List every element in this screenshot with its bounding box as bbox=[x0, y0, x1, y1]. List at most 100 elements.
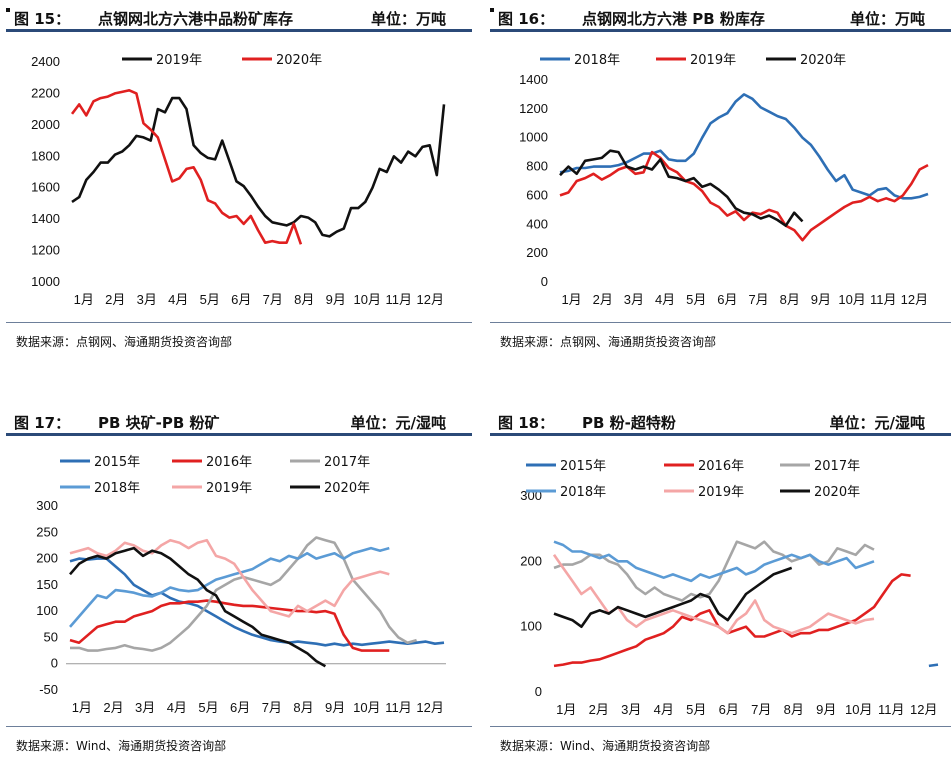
figure-title: PB 块矿-PB 粉矿 bbox=[98, 414, 220, 432]
y-tick-label: 2200 bbox=[31, 85, 60, 100]
x-tick-label: 12月 bbox=[910, 702, 937, 717]
series-line-2018年 bbox=[559, 93, 929, 200]
y-tick-label: 1200 bbox=[519, 101, 548, 116]
x-tick-label: 4月 bbox=[655, 292, 675, 307]
legend-label: 2018年 bbox=[560, 485, 606, 500]
figure-unit: 单位：万吨 bbox=[370, 10, 446, 28]
figure-number: 图 16： bbox=[498, 10, 555, 28]
y-tick-label: 100 bbox=[36, 603, 58, 618]
figure-source: 数据来源：Wind、海通期货投资咨询部 bbox=[6, 726, 472, 756]
bullet-marker bbox=[490, 8, 494, 12]
legend-label: 2016年 bbox=[698, 459, 744, 474]
series-line-2018年 bbox=[69, 546, 390, 628]
figure-source: 数据来源：点钢网、海通期货投资咨询部 bbox=[490, 322, 951, 352]
y-tick-label: 1000 bbox=[519, 130, 548, 145]
series-line-2020年 bbox=[70, 89, 303, 245]
figure-16: 图 16： 点钢网北方六港 PB 粉库存 单位：万吨 0 200 400 600 800… bbox=[490, 4, 951, 364]
x-tick-label: 5月 bbox=[200, 292, 220, 307]
x-tick-label: 12月 bbox=[901, 292, 928, 307]
inventory-chart-16: 0 200 400 600 800 1000 1200 1400 1月 2月 3月 4月 5月 6月 7月 8… bbox=[519, 53, 929, 307]
x-tick-label: 3月 bbox=[621, 702, 641, 717]
figure-source: 数据来源：点钢网、海通期货投资咨询部 bbox=[6, 322, 472, 352]
figure-title-bar: 图 18： PB 粉-超特粉 单位：元/湿吨 bbox=[490, 408, 951, 436]
figure-unit: 单位：万吨 bbox=[849, 10, 925, 28]
legend-label: 2019年 bbox=[206, 481, 252, 496]
x-tick-label: 6月 bbox=[231, 292, 251, 307]
x-tick-label: 3月 bbox=[624, 292, 644, 307]
x-tick-label: 11月 bbox=[870, 292, 897, 307]
y-tick-label: 300 bbox=[36, 498, 58, 513]
legend-label: 2020年 bbox=[324, 481, 370, 496]
series-line-2016年 bbox=[69, 599, 390, 652]
y-tick-label: 2400 bbox=[31, 54, 60, 69]
x-tick-label: 1月 bbox=[74, 292, 94, 307]
x-tick-label: 7月 bbox=[262, 700, 282, 715]
x-tick-label: 9月 bbox=[326, 292, 346, 307]
legend-label: 2019年 bbox=[690, 53, 736, 68]
x-tick-label: 10月 bbox=[354, 292, 381, 307]
figure-17: 图 17： PB 块矿-PB 粉矿 单位：元/湿吨 -50 0 50 100 150 20… bbox=[6, 408, 472, 768]
y-tick-label: 2000 bbox=[31, 117, 60, 132]
series-line-2017年 bbox=[553, 540, 875, 602]
figure-source: 数据来源：Wind、海通期货投资咨询部 bbox=[490, 726, 951, 756]
series-line-2015年 bbox=[69, 557, 445, 647]
figure-title-bar: 图 17： PB 块矿-PB 粉矿 单位：元/湿吨 bbox=[6, 408, 472, 436]
legend-label: 2017年 bbox=[814, 459, 860, 474]
y-tick-label: 1200 bbox=[31, 243, 60, 258]
legend-label: 2019年 bbox=[156, 53, 202, 68]
y-tick-label: 600 bbox=[526, 187, 548, 202]
y-tick-label: 400 bbox=[526, 216, 548, 231]
y-tick-label: 50 bbox=[44, 629, 58, 644]
x-tick-label: 2月 bbox=[103, 700, 123, 715]
y-tick-label: 0 bbox=[51, 656, 58, 671]
inventory-chart-15: 1000 1200 1400 1600 1800 2000 2200 2400 1月 2月 3月 4月… bbox=[31, 53, 446, 307]
x-tick-label: 1月 bbox=[72, 700, 92, 715]
x-tick-label: 7月 bbox=[263, 292, 283, 307]
x-tick-label: 1月 bbox=[556, 702, 576, 717]
x-tick-label: 2月 bbox=[589, 702, 609, 717]
series-line-2018年 bbox=[553, 540, 875, 583]
figure-18: 图 18： PB 粉-超特粉 单位：元/湿吨 0 100 200 300 1月 2月 3月 4… bbox=[490, 408, 951, 768]
figure-number: 图 17： bbox=[14, 414, 71, 432]
spread-chart-17: -50 0 50 100 150 200 250 300 1月 2月 3月 4月 5月 6月 7月 8月 9月 1… bbox=[36, 455, 446, 715]
legend-label: 2018年 bbox=[94, 481, 140, 496]
x-tick-label: 12月 bbox=[417, 292, 444, 307]
x-tick-label: 10月 bbox=[838, 292, 865, 307]
legend-label: 2016年 bbox=[206, 455, 252, 470]
legend-label: 2017年 bbox=[324, 455, 370, 470]
figure-title-bar: 图 15： 点钢网北方六港中品粉矿库存 单位：万吨 bbox=[6, 4, 472, 32]
x-tick-label: 8月 bbox=[294, 292, 314, 307]
x-tick-label: 11月 bbox=[386, 292, 413, 307]
y-tick-label: 150 bbox=[36, 577, 58, 592]
x-tick-label: 9月 bbox=[811, 292, 831, 307]
y-tick-label: 0 bbox=[535, 684, 542, 699]
y-tick-label: 0 bbox=[541, 274, 548, 289]
x-tick-label: 8月 bbox=[780, 292, 800, 307]
x-tick-label: 11月 bbox=[878, 702, 905, 717]
x-tick-label: 7月 bbox=[751, 702, 771, 717]
figure-title: 点钢网北方六港中品粉矿库存 bbox=[98, 10, 294, 28]
figure-unit: 单位：元/湿吨 bbox=[829, 414, 925, 432]
x-tick-label: 5月 bbox=[686, 702, 706, 717]
legend-label: 2018年 bbox=[574, 53, 620, 68]
x-tick-label: 9月 bbox=[325, 700, 345, 715]
y-tick-label: 200 bbox=[526, 245, 548, 260]
y-tick-label: 1000 bbox=[31, 274, 60, 289]
x-tick-label: 5月 bbox=[198, 700, 218, 715]
x-tick-label: 8月 bbox=[784, 702, 804, 717]
figure-15: 图 15： 点钢网北方六港中品粉矿库存 单位：万吨 1000 1200 1400 16… bbox=[6, 4, 472, 364]
y-tick-label: 1600 bbox=[31, 180, 60, 195]
series-line-2015年 bbox=[928, 663, 939, 668]
legend-label: 2019年 bbox=[698, 485, 744, 500]
x-tick-label: 11月 bbox=[385, 700, 412, 715]
x-tick-label: 6月 bbox=[717, 292, 737, 307]
legend-label: 2020年 bbox=[276, 53, 322, 68]
x-tick-label: 6月 bbox=[719, 702, 739, 717]
x-tick-label: 4月 bbox=[168, 292, 188, 307]
y-tick-label: 200 bbox=[520, 553, 542, 568]
figure-title-bar: 图 16： 点钢网北方六港 PB 粉库存 单位：万吨 bbox=[490, 4, 951, 32]
series-line-2016年 bbox=[553, 573, 911, 668]
y-tick-label: 250 bbox=[36, 524, 58, 539]
figure-number: 图 18： bbox=[498, 414, 555, 432]
figure-title: PB 粉-超特粉 bbox=[582, 414, 676, 432]
